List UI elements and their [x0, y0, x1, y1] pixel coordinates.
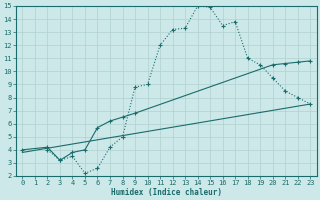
X-axis label: Humidex (Indice chaleur): Humidex (Indice chaleur) [111, 188, 222, 197]
